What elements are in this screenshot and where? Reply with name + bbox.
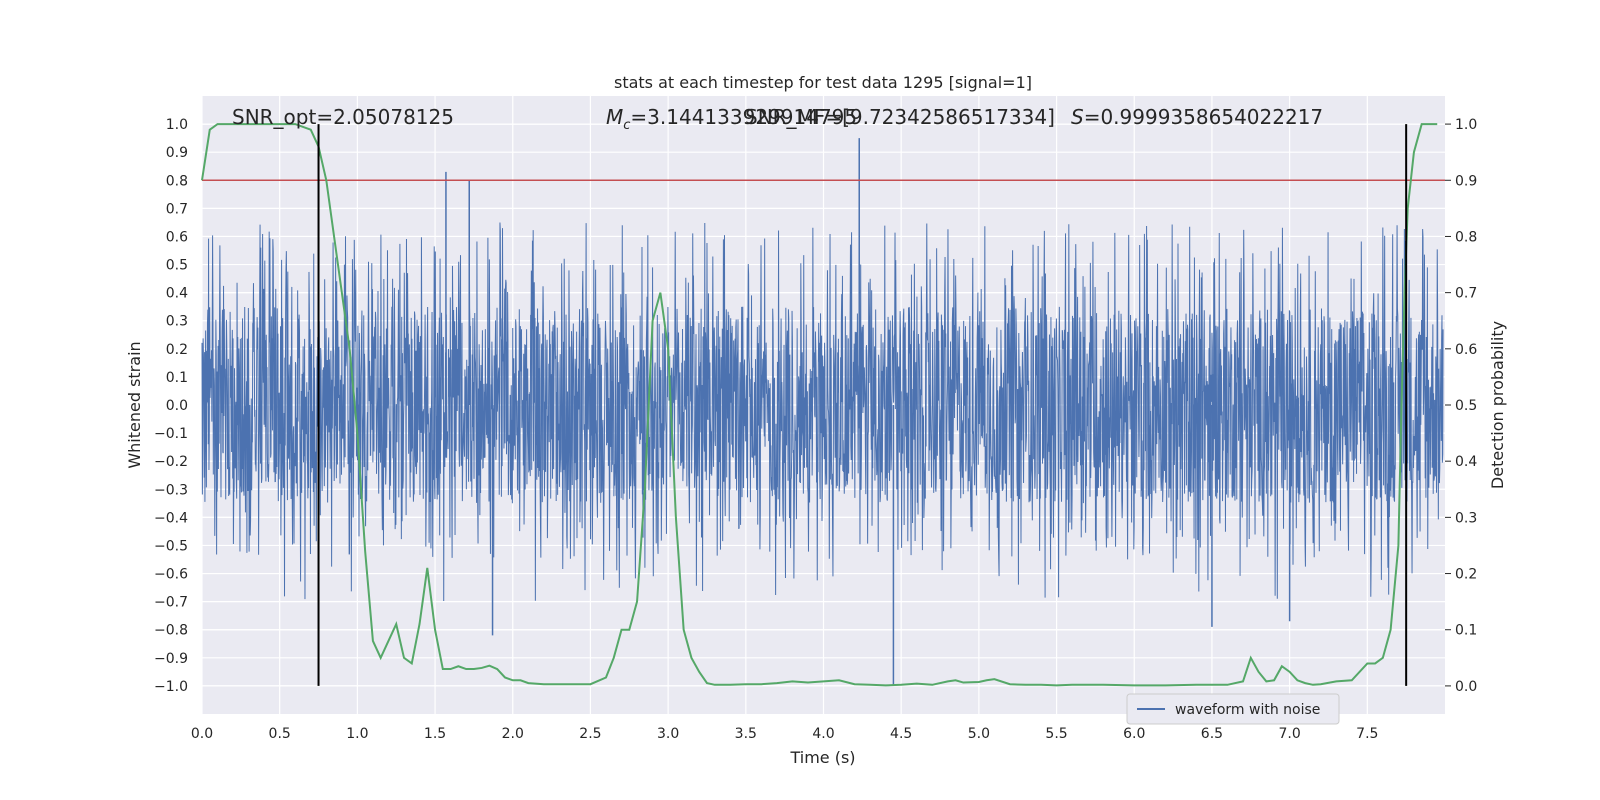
legend: waveform with noise [1126, 693, 1340, 725]
y-tick-label: −0.7 [154, 595, 188, 611]
y-tick-label: −0.2 [154, 454, 188, 470]
y-tick-label: −0.3 [154, 482, 188, 498]
x-tick-label: 3.0 [657, 726, 679, 742]
y2-tick-label: 0.6 [1455, 342, 1477, 358]
y-tick-label: 0.0 [166, 398, 188, 414]
probability-series [201, 123, 1438, 687]
x-tick-label: 2.0 [502, 726, 524, 742]
chart-title: stats at each timestep for test data 129… [614, 73, 1032, 92]
x-tick-label: 2.5 [579, 726, 601, 742]
x-tick-label: 7.5 [1356, 726, 1378, 742]
y-tick-label: −1.0 [154, 679, 188, 695]
s-annotation: S=0.9999358654022217 [1071, 105, 1323, 129]
s-annotation-value: =0.9999358654022217 [1084, 105, 1323, 129]
legend-box [1126, 693, 1340, 725]
y-axis-label: Whitened strain [125, 341, 144, 468]
y-tick-label: 0.6 [166, 229, 188, 245]
y-tick-label: 0.3 [166, 314, 188, 330]
y2-tick-label: 0.9 [1455, 173, 1477, 189]
x-tick-label: 0.5 [269, 726, 291, 742]
y-tick-label: 0.7 [166, 201, 188, 217]
y2-tick-label: 0.8 [1455, 229, 1477, 245]
y2-axis-label: Detection probability [1488, 321, 1507, 489]
y2-tick-label: 0.5 [1455, 398, 1477, 414]
mc-annotation: Mc=3.144133929914795 [606, 105, 857, 133]
x-tick-label: 1.0 [346, 726, 368, 742]
y-tick-label: 0.1 [166, 370, 188, 386]
x-tick-label: 4.0 [812, 726, 834, 742]
marker-lines [317, 124, 1408, 686]
y2-tick-labels: 1.0 0.9 0.8 0.7 0.6 0.5 0.4 0.3 0.2 0.1 0.0 [1455, 117, 1477, 695]
x-tick-label: 1.5 [424, 726, 446, 742]
mc-annotation-value: =3.144133929914795 [630, 105, 857, 129]
y2-tick-label: 0.2 [1455, 567, 1477, 583]
y2-tick-label: 0.1 [1455, 623, 1477, 639]
y-tick-label: 0.5 [166, 258, 188, 274]
snr-mf-annotation: SNR_MF=[9.72342586517334] [745, 105, 1055, 129]
y2-tick-label: 0.4 [1455, 454, 1477, 470]
x-tick-label: 0.0 [191, 726, 213, 742]
x-tick-labels: 0.0 0.5 1.0 1.5 2.0 2.5 3.0 3.5 4.0 4.5 5.0 5.5 6.0 6… [191, 726, 1379, 742]
x-tick-label: 6.5 [1201, 726, 1223, 742]
y-tick-label: 0.8 [166, 173, 188, 189]
y-tick-label: −0.6 [154, 567, 188, 583]
y2-tick-label: 0.3 [1455, 510, 1477, 526]
x-tick-label: 3.5 [735, 726, 757, 742]
y-tick-label: 0.4 [166, 286, 188, 302]
y-tick-label: −0.8 [154, 623, 188, 639]
waveform-line [201, 222, 1444, 601]
y-tick-label: −0.4 [154, 510, 188, 526]
y-tick-label: −0.5 [154, 538, 188, 554]
y-tick-label: 0.2 [166, 342, 188, 358]
x-tick-label: 4.5 [890, 726, 912, 742]
y2-tick-label: 1.0 [1455, 117, 1477, 133]
y-tick-labels: 1.0 0.9 0.8 0.7 0.6 0.5 0.4 0.3 0.2 0.1 0.0 −0.1 −0.… [154, 117, 188, 695]
y-tick-label: 0.9 [166, 145, 188, 161]
y2-tick-label: 0.7 [1455, 286, 1477, 302]
waveform-series [201, 138, 1444, 686]
x-tick-label: 5.0 [968, 726, 990, 742]
snr-opt-annotation: SNR_opt=2.05078125 [232, 105, 454, 129]
x-tick-label: 6.0 [1123, 726, 1145, 742]
y2-tick-label: 0.0 [1455, 679, 1477, 695]
y-tick-label: −0.1 [154, 426, 188, 442]
y-tick-label: −0.9 [154, 651, 188, 667]
y-tick-label: 1.0 [166, 117, 188, 133]
x-axis-label: Time (s) [789, 748, 855, 767]
x-tick-label: 5.5 [1045, 726, 1067, 742]
legend-label-waveform: waveform with noise [1175, 702, 1320, 718]
x-tick-label: 7.0 [1278, 726, 1300, 742]
probability-line [201, 123, 1438, 687]
